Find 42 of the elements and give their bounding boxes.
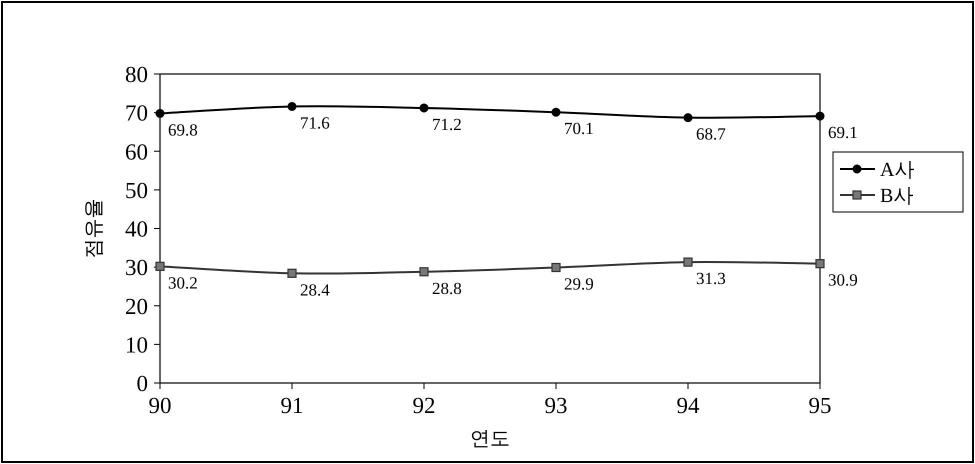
y-tick-label: 0 (136, 371, 148, 396)
data-label: 68.7 (696, 124, 726, 144)
point (155, 262, 165, 271)
point (419, 267, 429, 276)
point (684, 113, 692, 122)
x-tick-label: 95 (808, 393, 832, 418)
data-label: 71.6 (300, 113, 330, 132)
data-label: 71.2 (432, 114, 462, 134)
y-tick-label: 30 (125, 255, 148, 280)
x-axis-title: 연도 (470, 426, 510, 450)
data-label: 29.9 (564, 274, 594, 294)
point (288, 102, 296, 111)
data-label: 31.3 (696, 269, 726, 288)
y-tick-label: 50 (125, 178, 148, 203)
y-tick-label: 70 (125, 100, 148, 126)
data-label: 69.8 (168, 120, 198, 140)
point (287, 268, 297, 278)
x-tick-label: 90 (148, 393, 172, 418)
y-tick-label: 60 (125, 139, 148, 164)
y-tick-label: 10 (125, 332, 148, 358)
data-label: 28.4 (300, 280, 330, 300)
point (552, 108, 560, 117)
x-tick-label: 92 (412, 393, 436, 418)
legend-label: A사 (880, 159, 914, 181)
data-label: 30.9 (828, 270, 858, 290)
point (816, 112, 824, 121)
x-tick-label: 93 (544, 393, 568, 418)
y-axis-title: 점유율 (81, 198, 105, 258)
point (683, 258, 693, 267)
x-tick-label: 91 (280, 393, 304, 418)
legend-label: B사 (880, 185, 914, 207)
point (551, 262, 561, 272)
x-tick-label: 94 (676, 393, 700, 418)
data-label: 28.8 (432, 278, 462, 298)
point (815, 259, 825, 268)
y-tick-label: 40 (125, 216, 148, 242)
data-label: 30.2 (168, 273, 198, 292)
y-tick-label: 80 (125, 62, 148, 87)
point (420, 103, 428, 112)
y-tick-label: 20 (125, 294, 148, 319)
data-label: 69.1 (828, 123, 858, 142)
data-label: 70.1 (564, 119, 594, 138)
